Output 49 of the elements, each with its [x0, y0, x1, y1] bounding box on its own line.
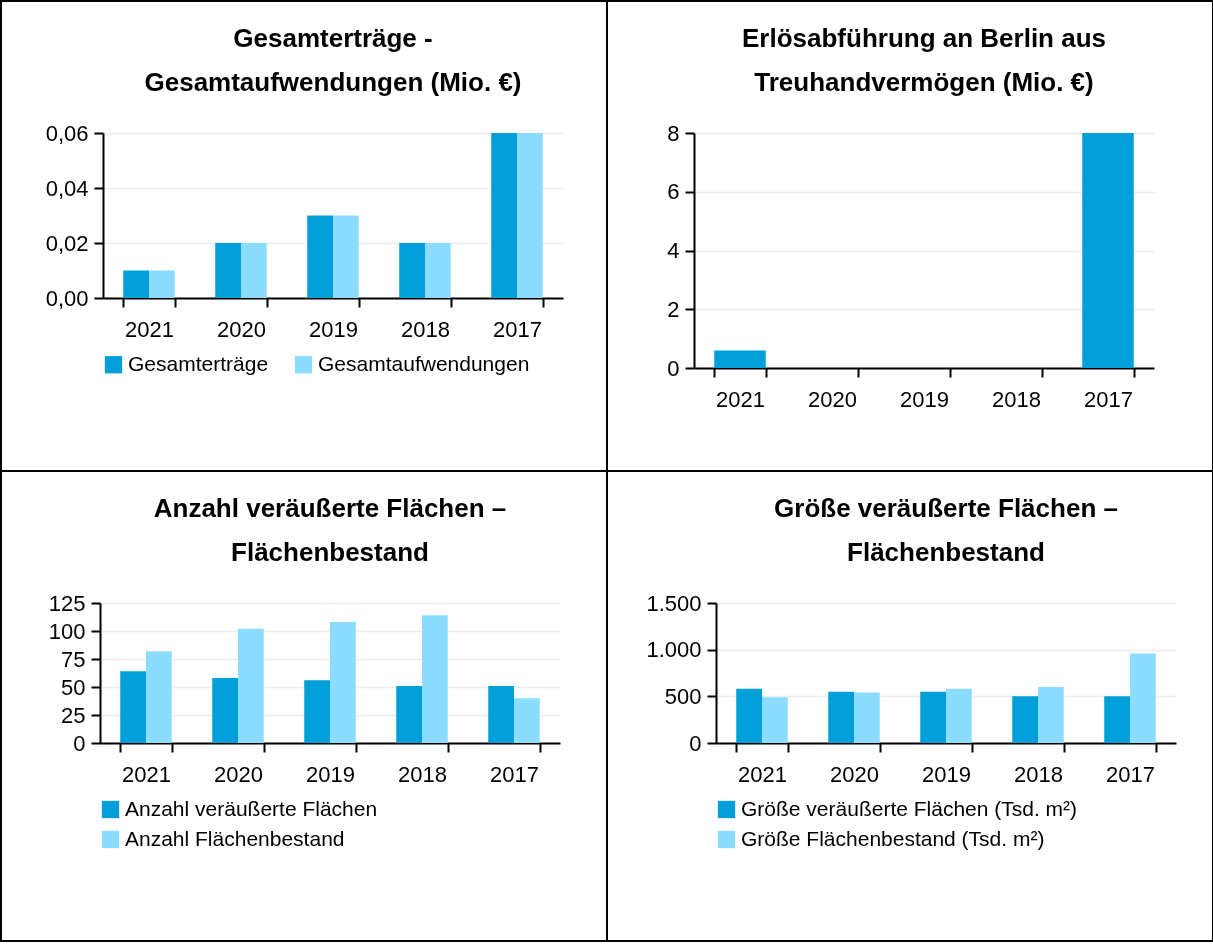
y-tick-label: 0 — [667, 355, 680, 381]
x-tick-label: 2019 — [309, 316, 358, 342]
y-tick-label: 100 — [48, 618, 86, 644]
x-tick-label: 2020 — [214, 761, 263, 787]
legend-label: Größe Flächenbestand (Tsd. m²) — [740, 826, 1044, 850]
y-tick-label: 25 — [61, 702, 86, 728]
y-tick-label: 6 — [667, 179, 680, 205]
x-tick-label: 2021 — [716, 386, 765, 412]
x-tick-label: 2018 — [992, 386, 1041, 412]
legend-label: Anzahl Flächenbestand — [125, 826, 345, 850]
chart-title: Größe veräußerte Flächen – Flächenbestand — [773, 493, 1118, 567]
y-tick-label: 1.000 — [645, 637, 701, 663]
x-tick-label: 2020 — [808, 386, 857, 412]
y-tick-label: 75 — [61, 646, 86, 672]
legend-label: Gesamterträge — [128, 351, 269, 375]
y-tick-label: 4 — [667, 238, 680, 263]
y-tick-label: 0,04 — [45, 175, 89, 201]
y-tick-label: 8 — [667, 120, 680, 146]
y-tick-label: 2 — [667, 296, 680, 322]
y-tick-label: 1.500 — [645, 590, 701, 616]
y-tick-label: 0,02 — [45, 230, 89, 256]
y-tick-label: 0,06 — [45, 120, 89, 146]
x-tick-label: 2018 — [398, 761, 447, 787]
x-tick-label: 2019 — [306, 761, 355, 787]
y-tick-label: 0,00 — [45, 285, 89, 311]
y-tick-label: 0 — [73, 730, 86, 756]
x-tick-label: 2017 — [493, 316, 542, 342]
x-tick-label: 2020 — [829, 761, 879, 787]
legend-label: Gesamtaufwendungen — [318, 351, 530, 375]
chart-title: Erlösabführung an Berlin aus Treuhandvermögen (Mio. €) — [741, 23, 1107, 97]
x-tick-label: 2017 — [490, 761, 539, 787]
y-tick-label: 125 — [48, 590, 86, 616]
x-tick-label: 2017 — [1105, 761, 1155, 787]
y-tick-label: 0 — [688, 730, 701, 756]
x-tick-label: 2021 — [122, 761, 171, 787]
x-tick-label: 2021 — [125, 316, 174, 342]
chart-title: Anzahl veräußerte Flächen – Flächenbestand — [153, 493, 507, 567]
chart-title: Gesamterträge - Gesamtaufwendungen (Mio. €) — [144, 23, 522, 97]
legend-label: Größe veräußerte Flächen (Tsd. m²) — [740, 796, 1077, 820]
x-tick-label: 2019 — [921, 761, 971, 787]
x-tick-label: 2018 — [1013, 761, 1063, 787]
y-tick-label: 500 — [664, 683, 701, 709]
x-tick-label: 2021 — [737, 761, 787, 787]
x-tick-label: 2019 — [900, 386, 949, 412]
legend-label: Anzahl veräußerte Flächen — [125, 796, 378, 820]
x-tick-label: 2020 — [217, 316, 266, 342]
y-tick-label: 50 — [61, 674, 86, 700]
x-tick-label: 2018 — [401, 316, 450, 342]
x-tick-label: 2017 — [1084, 386, 1133, 412]
